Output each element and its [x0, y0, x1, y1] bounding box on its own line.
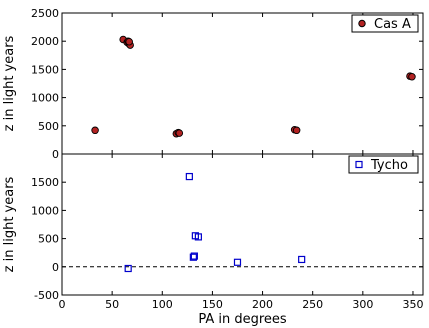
tycho-y-axis-label: z in light years: [2, 176, 17, 272]
cas-a-legend-marker: [358, 19, 366, 28]
tycho-point: [298, 255, 306, 264]
cas-a-ticks: [61, 12, 423, 155]
x-axis-label: PA in degrees: [198, 312, 287, 327]
y-tick-label: 500: [38, 120, 59, 133]
tycho-point: [194, 233, 202, 241]
y-tick-label: -500: [34, 289, 59, 302]
y-tick-label: 1000: [31, 204, 59, 217]
cas-a-legend: Cas A: [351, 14, 419, 33]
y-tick-label: 2500: [31, 7, 59, 20]
y-tick-label: 1000: [31, 92, 59, 105]
tycho-points: [124, 172, 306, 273]
x-tick-label: 350: [402, 298, 423, 311]
tycho-legend-label: Tycho: [370, 158, 408, 173]
cas-a-plot-frame: [61, 12, 424, 155]
tycho-legend-marker: [355, 160, 363, 169]
y-tick-label: 500: [38, 233, 59, 246]
tycho-plot-frame: [61, 153, 424, 296]
cas-a-panel: 0 500 1000 1500 2000 2500 z in light years Ca…: [2, 7, 424, 161]
tycho-y-tick-labels: -500 0 500 1000 1500: [31, 176, 59, 302]
x-tick-label: 0: [59, 298, 66, 311]
x-tick-label: 200: [252, 298, 273, 311]
y-tick-label: 2000: [31, 35, 59, 48]
y-tick-label: 1500: [31, 63, 59, 76]
y-tick-label: 1500: [31, 176, 59, 189]
cas-a-y-axis-label: z in light years: [2, 35, 17, 131]
x-tick-label: 300: [352, 298, 373, 311]
tycho-point: [189, 253, 197, 261]
x-tick-label: 100: [152, 298, 173, 311]
tycho-x-tick-labels: 0 50 100 150 200 250 300 350: [59, 298, 424, 311]
tycho-point: [124, 264, 132, 273]
cas-a-point: [91, 126, 99, 135]
tycho-point: [190, 252, 198, 260]
x-tick-label: 150: [202, 298, 223, 311]
y-tick-label: 0: [52, 148, 59, 161]
tycho-point: [233, 258, 242, 266]
cas-a-legend-label: Cas A: [374, 17, 411, 32]
cas-a-point: [292, 126, 301, 135]
tycho-point: [185, 172, 193, 181]
x-tick-label: 250: [302, 298, 323, 311]
cas-a-legend-box: [351, 14, 419, 33]
cas-a-points: [91, 35, 416, 138]
tycho-legend-box: [348, 155, 419, 174]
x-tick-label: 50: [105, 298, 119, 311]
cas-a-point: [175, 129, 184, 137]
tycho-legend: Tycho: [348, 155, 419, 174]
cas-a-y-tick-labels: 0 500 1000 1500 2000 2500: [31, 7, 59, 161]
cas-a-point: [125, 38, 133, 46]
y-tick-label: 0: [52, 261, 59, 274]
cas-a-point: [408, 72, 416, 81]
tycho-ticks: [61, 154, 423, 296]
